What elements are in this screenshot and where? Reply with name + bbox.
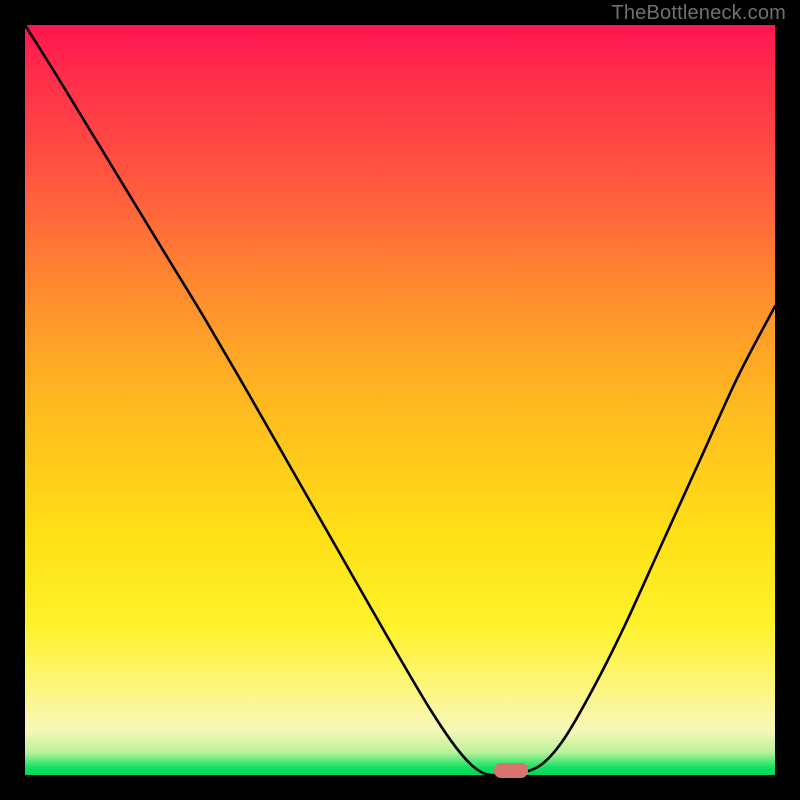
attribution-text: TheBottleneck.com [611, 2, 786, 25]
curve-path [25, 25, 775, 775]
bottleneck-curve [25, 25, 775, 775]
canvas: TheBottleneck.com [0, 0, 800, 800]
optimal-point-marker [494, 763, 528, 778]
plot-area [25, 25, 775, 775]
